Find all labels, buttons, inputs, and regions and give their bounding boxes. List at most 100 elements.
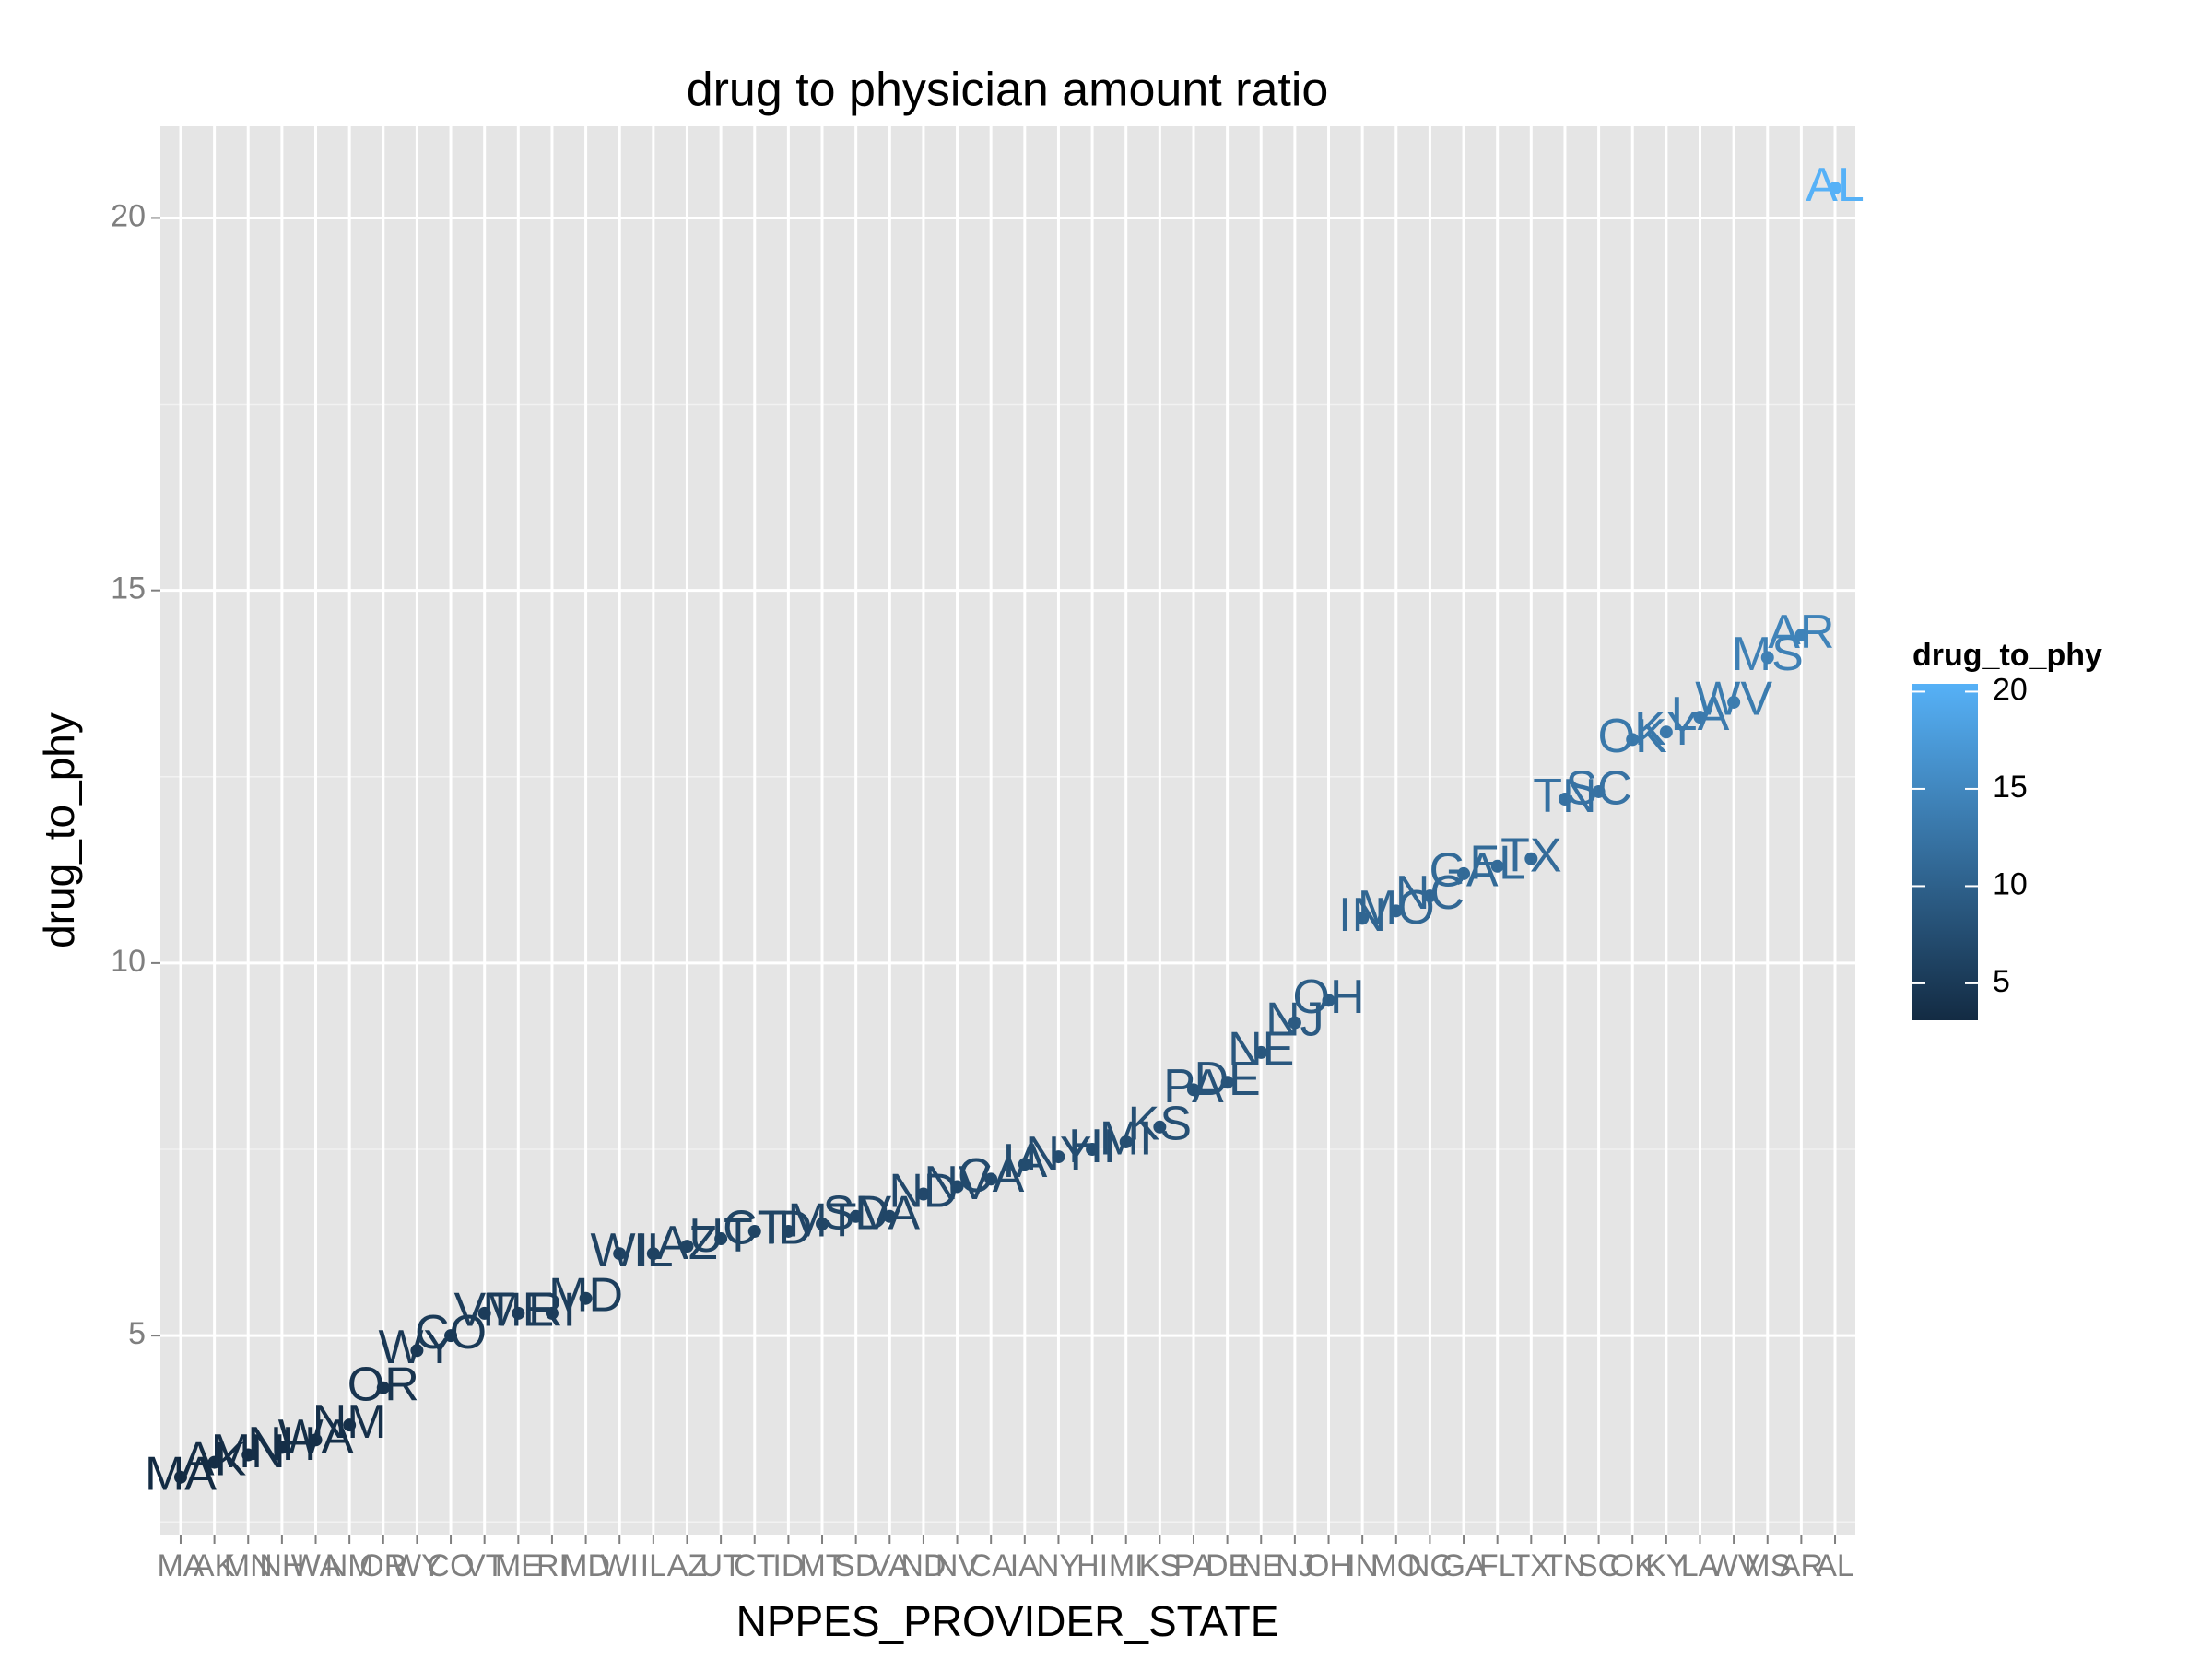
point-label: HI xyxy=(1068,1120,1116,1173)
x-tick-label: IL xyxy=(641,1548,666,1583)
x-tick-label: FL xyxy=(1479,1548,1516,1583)
x-tick-label: MA xyxy=(157,1548,204,1583)
point xyxy=(1086,1143,1100,1157)
point xyxy=(1322,994,1335,1007)
point xyxy=(410,1344,424,1358)
point xyxy=(950,1180,964,1194)
point xyxy=(545,1306,559,1320)
point xyxy=(444,1329,458,1343)
x-tick-label: VT xyxy=(465,1548,504,1583)
point xyxy=(376,1381,390,1394)
point xyxy=(1524,852,1538,865)
x-tick-label: AK xyxy=(194,1548,236,1583)
x-tick-label: MD xyxy=(561,1548,610,1583)
legend-tick-label: 5 xyxy=(1993,964,2010,999)
point-label: KS xyxy=(1128,1098,1192,1151)
point xyxy=(1186,1083,1200,1097)
point xyxy=(1626,733,1640,747)
x-tick-label: MS xyxy=(1744,1548,1791,1583)
x-tick-label: KS xyxy=(1139,1548,1181,1583)
legend-tick-label: 20 xyxy=(1993,672,2028,707)
point-label: NV xyxy=(924,1157,991,1210)
x-tick-label: OH xyxy=(1305,1548,1352,1583)
x-tick-label: SC xyxy=(1577,1548,1620,1583)
point xyxy=(1592,784,1606,798)
x-tick-label: NH xyxy=(259,1548,304,1583)
x-tick-label: WA xyxy=(291,1548,341,1583)
point-label: AK xyxy=(182,1432,247,1486)
point-label: NC xyxy=(1395,866,1465,920)
legend-title: drug_to_phy xyxy=(1912,638,2102,673)
y-tick-label: 10 xyxy=(111,944,146,979)
point xyxy=(173,1470,187,1484)
point-label: WA xyxy=(278,1410,354,1464)
x-tick-label: TX xyxy=(1512,1548,1551,1583)
point-label: NJ xyxy=(1265,993,1324,1046)
point-label: KY xyxy=(1634,702,1698,756)
point-label: VT xyxy=(453,1284,514,1337)
x-tick-label: PA xyxy=(1174,1548,1214,1583)
point-label: OR xyxy=(347,1358,419,1411)
point-label: WY xyxy=(379,1321,456,1374)
x-tick-label: AL xyxy=(1816,1548,1854,1583)
point xyxy=(1220,1076,1234,1089)
point-label: AL xyxy=(1806,159,1865,212)
point xyxy=(1693,711,1707,724)
point xyxy=(477,1306,491,1320)
x-tick-label: IN xyxy=(1347,1548,1378,1583)
point-label: NE xyxy=(1228,1023,1294,1077)
point-label: SD xyxy=(823,1187,889,1241)
point-label: MA xyxy=(145,1447,217,1500)
x-tick-label: NY xyxy=(1037,1548,1080,1583)
point xyxy=(816,1217,830,1230)
point-label: TN xyxy=(1533,770,1596,823)
point-label: AR xyxy=(1768,606,1834,659)
point xyxy=(241,1448,255,1462)
point-label: LA xyxy=(1671,688,1730,741)
point-label: NY xyxy=(1025,1127,1091,1181)
x-tick-label: UT xyxy=(700,1548,741,1583)
point xyxy=(1254,1045,1268,1059)
point-label: TX xyxy=(1500,829,1561,882)
x-tick-label: MO xyxy=(1371,1548,1421,1583)
point-label: MN xyxy=(211,1425,286,1478)
point xyxy=(883,1209,897,1223)
x-tick-label: GA xyxy=(1441,1548,1486,1583)
point xyxy=(1794,629,1808,642)
point xyxy=(1727,695,1741,709)
point xyxy=(1288,1016,1301,1030)
point-label: MS xyxy=(1732,628,1804,681)
point-label: CT xyxy=(723,1202,786,1255)
point-label: NM xyxy=(312,1395,387,1449)
point-label: ND xyxy=(888,1164,958,1218)
point xyxy=(1760,651,1774,665)
point xyxy=(1389,904,1403,918)
panel xyxy=(160,126,1855,1535)
y-axis-label: drug_to_phy xyxy=(35,712,83,948)
x-tick-label: OR xyxy=(359,1548,406,1583)
point xyxy=(916,1187,930,1201)
x-tick-label: LA xyxy=(1681,1548,1720,1583)
x-tick-label: MI xyxy=(1109,1548,1144,1583)
y-tick-label: 5 xyxy=(128,1316,146,1351)
y-tick-label: 20 xyxy=(111,198,146,233)
point-label: MO xyxy=(1358,881,1435,935)
point-label: FL xyxy=(1469,837,1525,890)
y-tick-label: 15 xyxy=(111,571,146,606)
point-label: PA xyxy=(1163,1060,1224,1113)
point-label: MD xyxy=(548,1268,623,1322)
x-tick-label: IA xyxy=(1010,1548,1040,1583)
x-tick-label: CO xyxy=(428,1548,475,1583)
point xyxy=(646,1247,660,1261)
point-label: RI xyxy=(528,1284,576,1337)
x-tick-label: NC xyxy=(1407,1548,1453,1583)
point xyxy=(747,1224,761,1238)
x-tick-label: TN xyxy=(1544,1548,1585,1583)
point xyxy=(512,1306,525,1320)
x-tick-label: WY xyxy=(392,1548,442,1583)
point xyxy=(1457,866,1471,880)
point xyxy=(207,1455,221,1469)
point-label: IN xyxy=(1338,888,1386,942)
point-label: OK xyxy=(1598,710,1667,763)
x-axis-label: NPPES_PROVIDER_STATE xyxy=(736,1597,1279,1645)
